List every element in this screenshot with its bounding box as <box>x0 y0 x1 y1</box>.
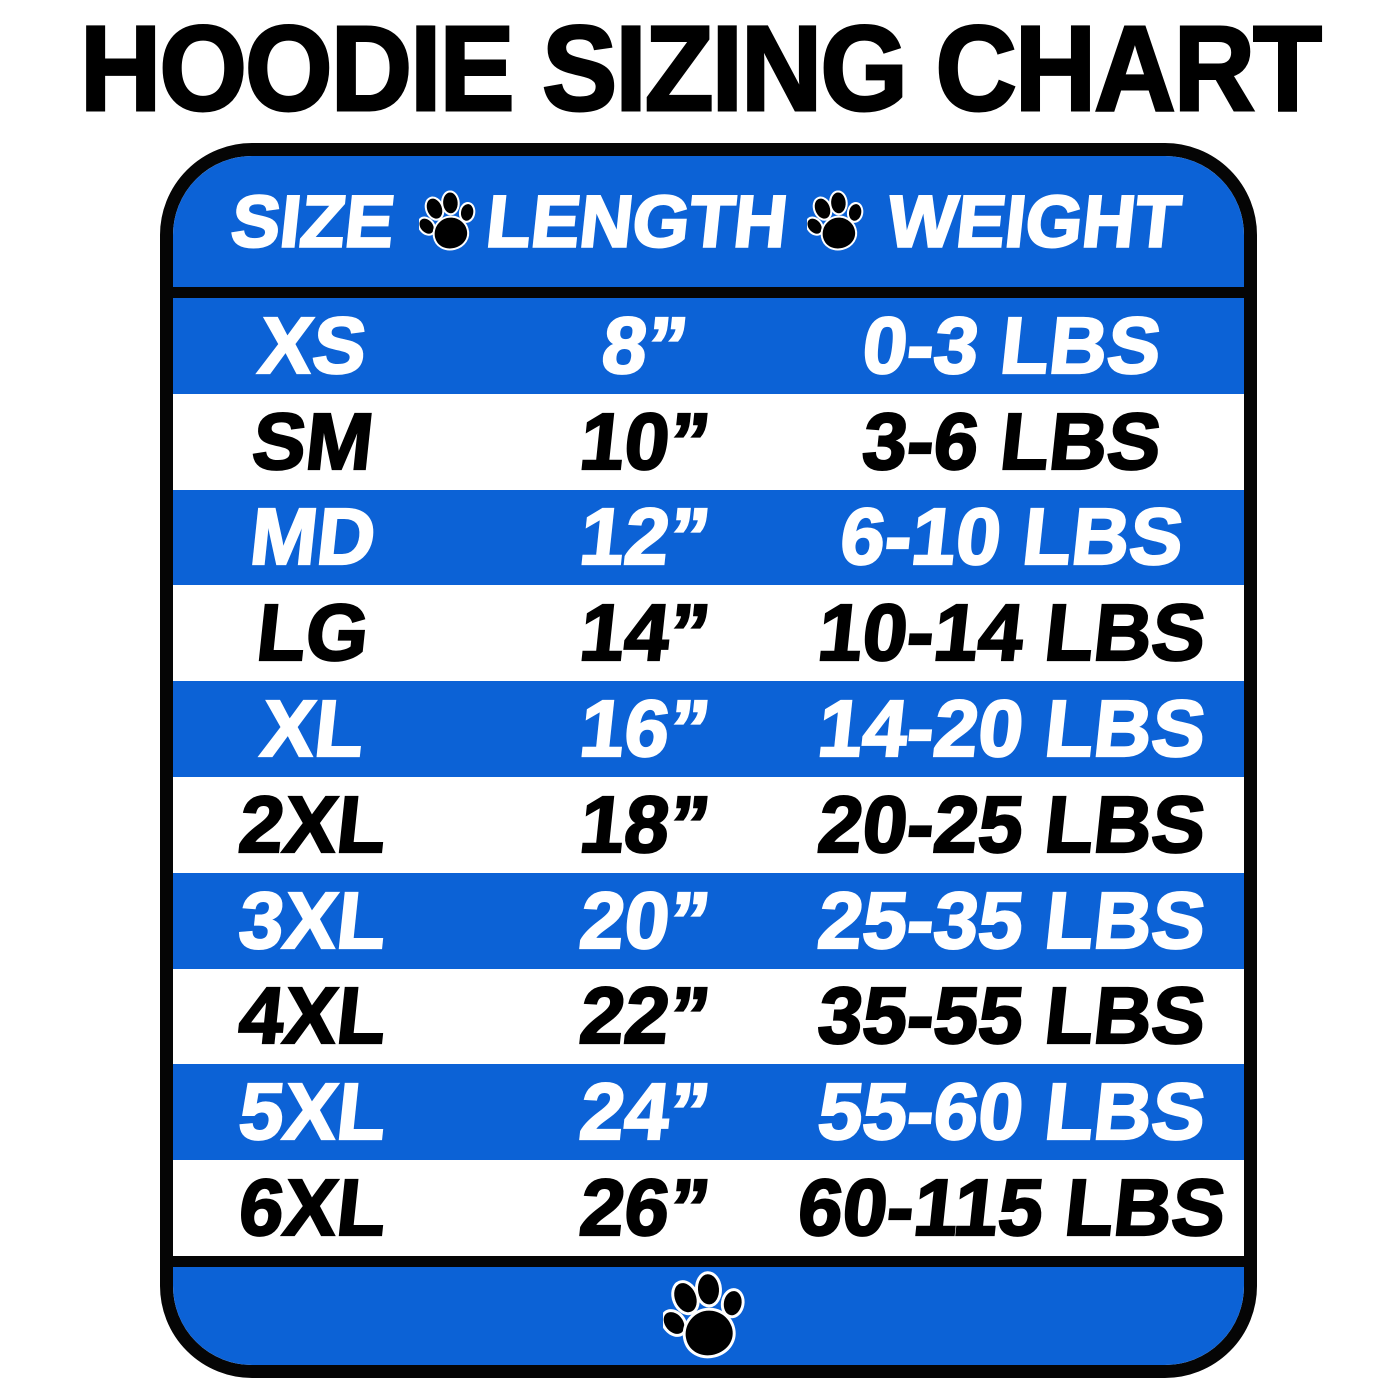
size-value: SM <box>248 396 380 487</box>
length-value: 18” <box>575 779 716 870</box>
table-row: LG 14” 10-14 LBS <box>173 585 1244 682</box>
column-header-weight: WEIGHT <box>883 180 1186 264</box>
table-header-row: SIZE LENGTH <box>173 156 1244 287</box>
length-value: 14” <box>575 587 716 678</box>
table-row: 4XL 22” 35-55 LBS <box>173 968 1244 1065</box>
table-row: MD 12” 6-10 LBS <box>173 489 1244 586</box>
paw-icon <box>417 189 477 253</box>
table-footer <box>173 1266 1244 1365</box>
weight-value: 14-20 LBS <box>812 683 1210 774</box>
size-value: 3XL <box>234 875 392 966</box>
paw-icon <box>805 189 865 253</box>
weight-value: 35-55 LBS <box>812 970 1210 1061</box>
weight-value: 25-35 LBS <box>812 875 1210 966</box>
weight-value: 0-3 LBS <box>857 300 1166 391</box>
size-value: XS <box>254 300 372 391</box>
size-value: XL <box>256 683 370 774</box>
weight-value: 3-6 LBS <box>857 396 1166 487</box>
length-value: 26” <box>575 1162 716 1253</box>
size-value: LG <box>252 587 375 678</box>
table-row: SM 10” 3-6 LBS <box>173 393 1244 490</box>
length-value: 8” <box>597 300 693 391</box>
footer-divider <box>173 1255 1244 1267</box>
weight-value: 55-60 LBS <box>812 1066 1210 1157</box>
paw-icon <box>661 1271 747 1363</box>
weight-value: 10-14 LBS <box>812 587 1210 678</box>
length-value: 10” <box>575 396 716 487</box>
weight-value: 20-25 LBS <box>812 779 1210 870</box>
table-row: 2XL 18” 20-25 LBS <box>173 776 1244 873</box>
size-value: 2XL <box>234 779 392 870</box>
length-value: 20” <box>575 875 716 966</box>
size-chart-card: SIZE LENGTH <box>160 143 1257 1378</box>
length-value: 24” <box>575 1066 716 1157</box>
size-table-body: XS 8” 0-3 LBS SM 10” 3-6 LBS MD 12” 6-10… <box>173 298 1244 1256</box>
column-header-size: SIZE <box>227 180 400 264</box>
length-value: 16” <box>575 683 716 774</box>
table-row: XS 8” 0-3 LBS <box>173 298 1244 394</box>
size-value: 4XL <box>234 970 392 1061</box>
table-row: 3XL 20” 25-35 LBS <box>173 872 1244 969</box>
length-value: 12” <box>575 491 716 582</box>
table-row: 6XL 26” 60-115 LBS <box>173 1160 1244 1256</box>
column-header-length: LENGTH <box>481 180 792 264</box>
header-divider <box>173 287 1244 298</box>
weight-value: 6-10 LBS <box>835 491 1189 582</box>
table-row: XL 16” 14-20 LBS <box>173 681 1244 777</box>
size-value: 6XL <box>234 1162 392 1253</box>
weight-value: 60-115 LBS <box>792 1162 1230 1253</box>
size-value: 5XL <box>234 1066 392 1157</box>
page-title: HOODIE SIZING CHART <box>79 0 1324 138</box>
size-value: MD <box>245 491 381 582</box>
table-row: 5XL 24” 55-60 LBS <box>173 1064 1244 1161</box>
length-value: 22” <box>575 970 716 1061</box>
